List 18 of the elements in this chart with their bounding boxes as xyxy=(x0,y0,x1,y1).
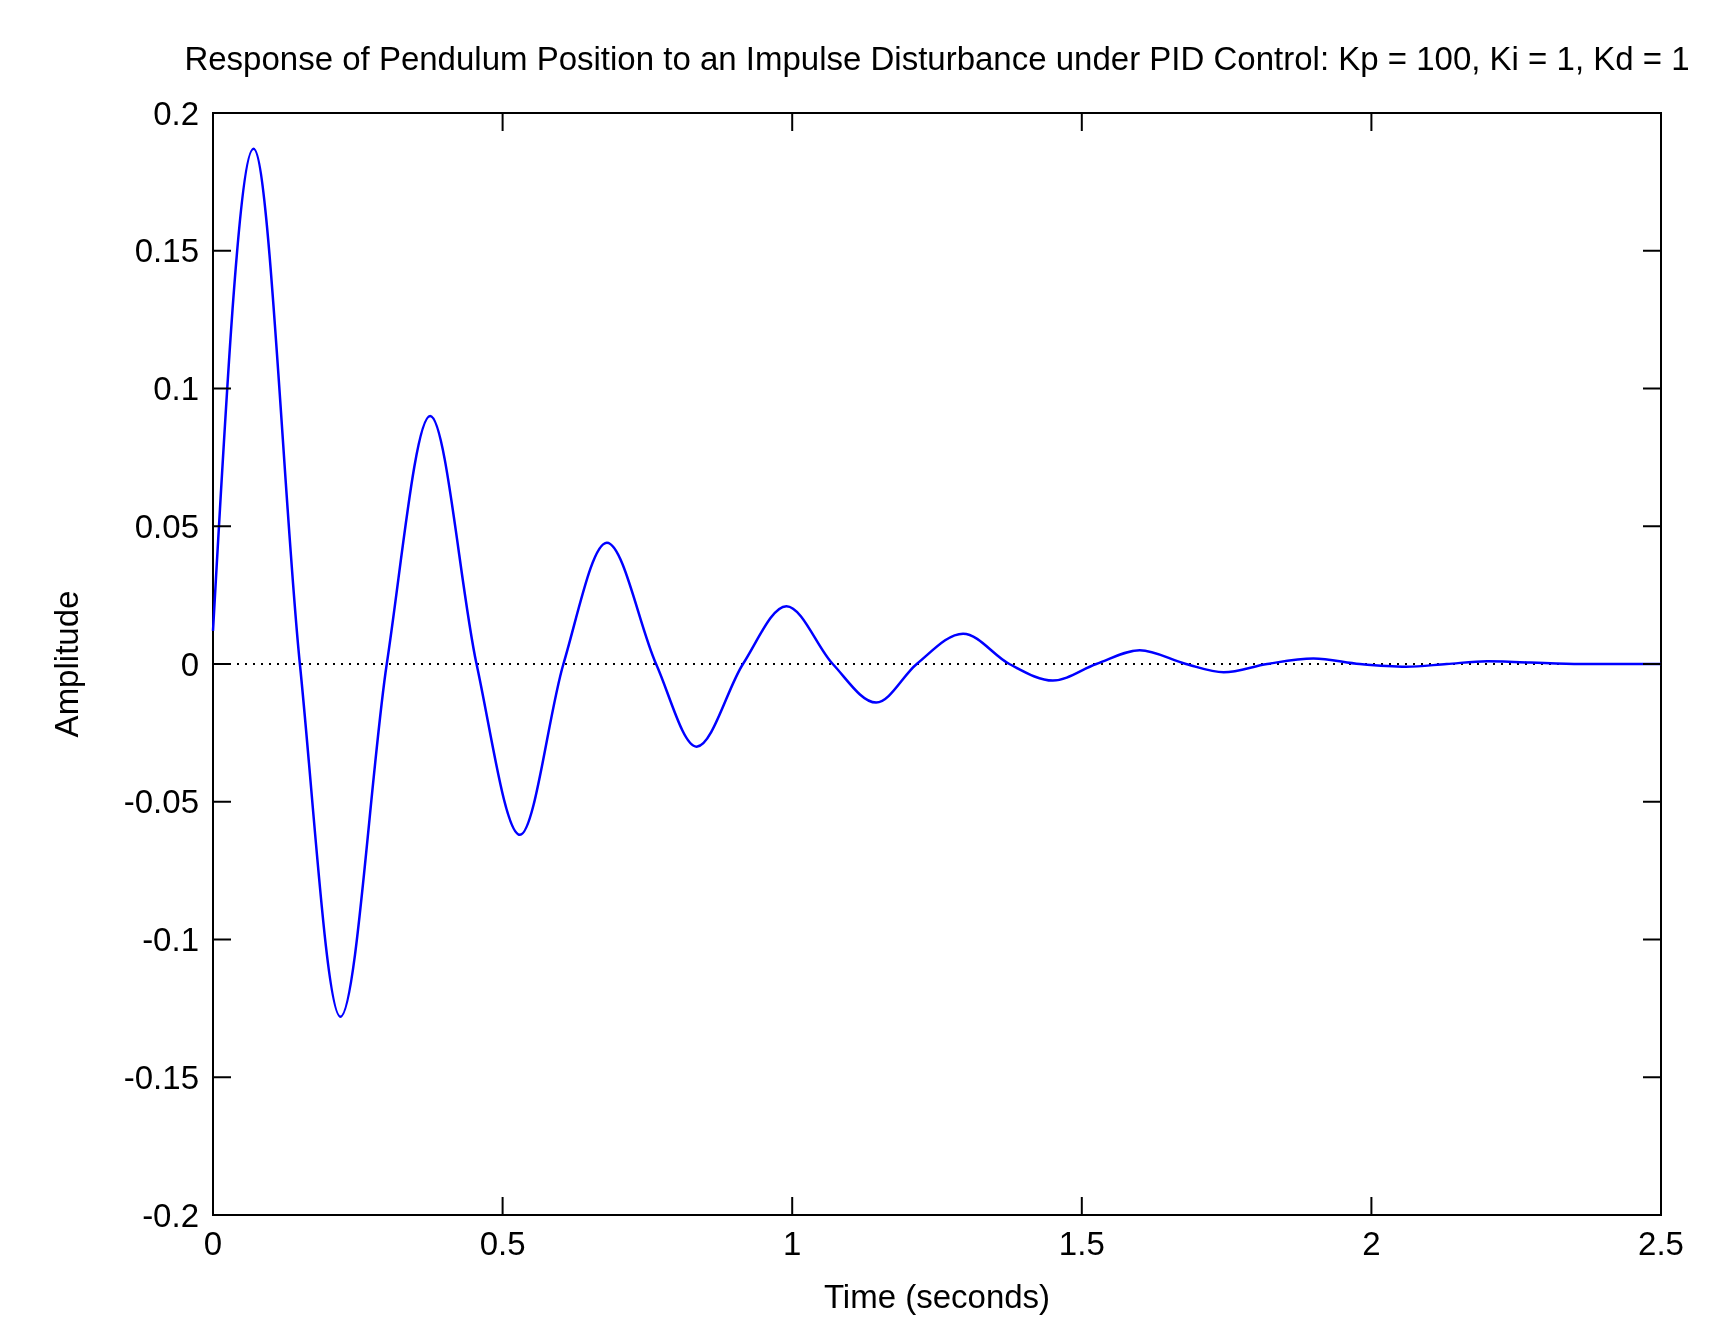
chart-title: Response of Pendulum Position to an Impulse Disturbance under PID Control: Kp = 100, Ki = 1, Kd = 1 xyxy=(184,40,1690,77)
y-tick-label: 0.1 xyxy=(153,370,199,408)
x-tick-label: 0 xyxy=(203,1225,223,1262)
y-tick-label: -0.05 xyxy=(123,783,199,821)
y-tick-label: 0 xyxy=(180,645,199,683)
x-tick-label: 1.5 xyxy=(1058,1225,1105,1262)
x-tick-label: 0.5 xyxy=(479,1225,526,1262)
y-tick-label: 0.2 xyxy=(153,94,199,132)
x-tick-label: 1 xyxy=(783,1225,802,1262)
y-tick-label: -0.2 xyxy=(142,1196,199,1234)
y-tick-label: 0.15 xyxy=(134,232,199,270)
y-axis-title: Amplitude xyxy=(48,590,85,738)
y-tick-label: -0.1 xyxy=(142,921,199,959)
y-tick-label: -0.15 xyxy=(123,1058,199,1096)
x-tick-label: 2.5 xyxy=(1638,1225,1684,1262)
x-tick-label: 2 xyxy=(1362,1225,1381,1262)
y-tick-label: 0.05 xyxy=(134,507,199,545)
x-axis-title: Time (seconds) xyxy=(823,1278,1051,1315)
